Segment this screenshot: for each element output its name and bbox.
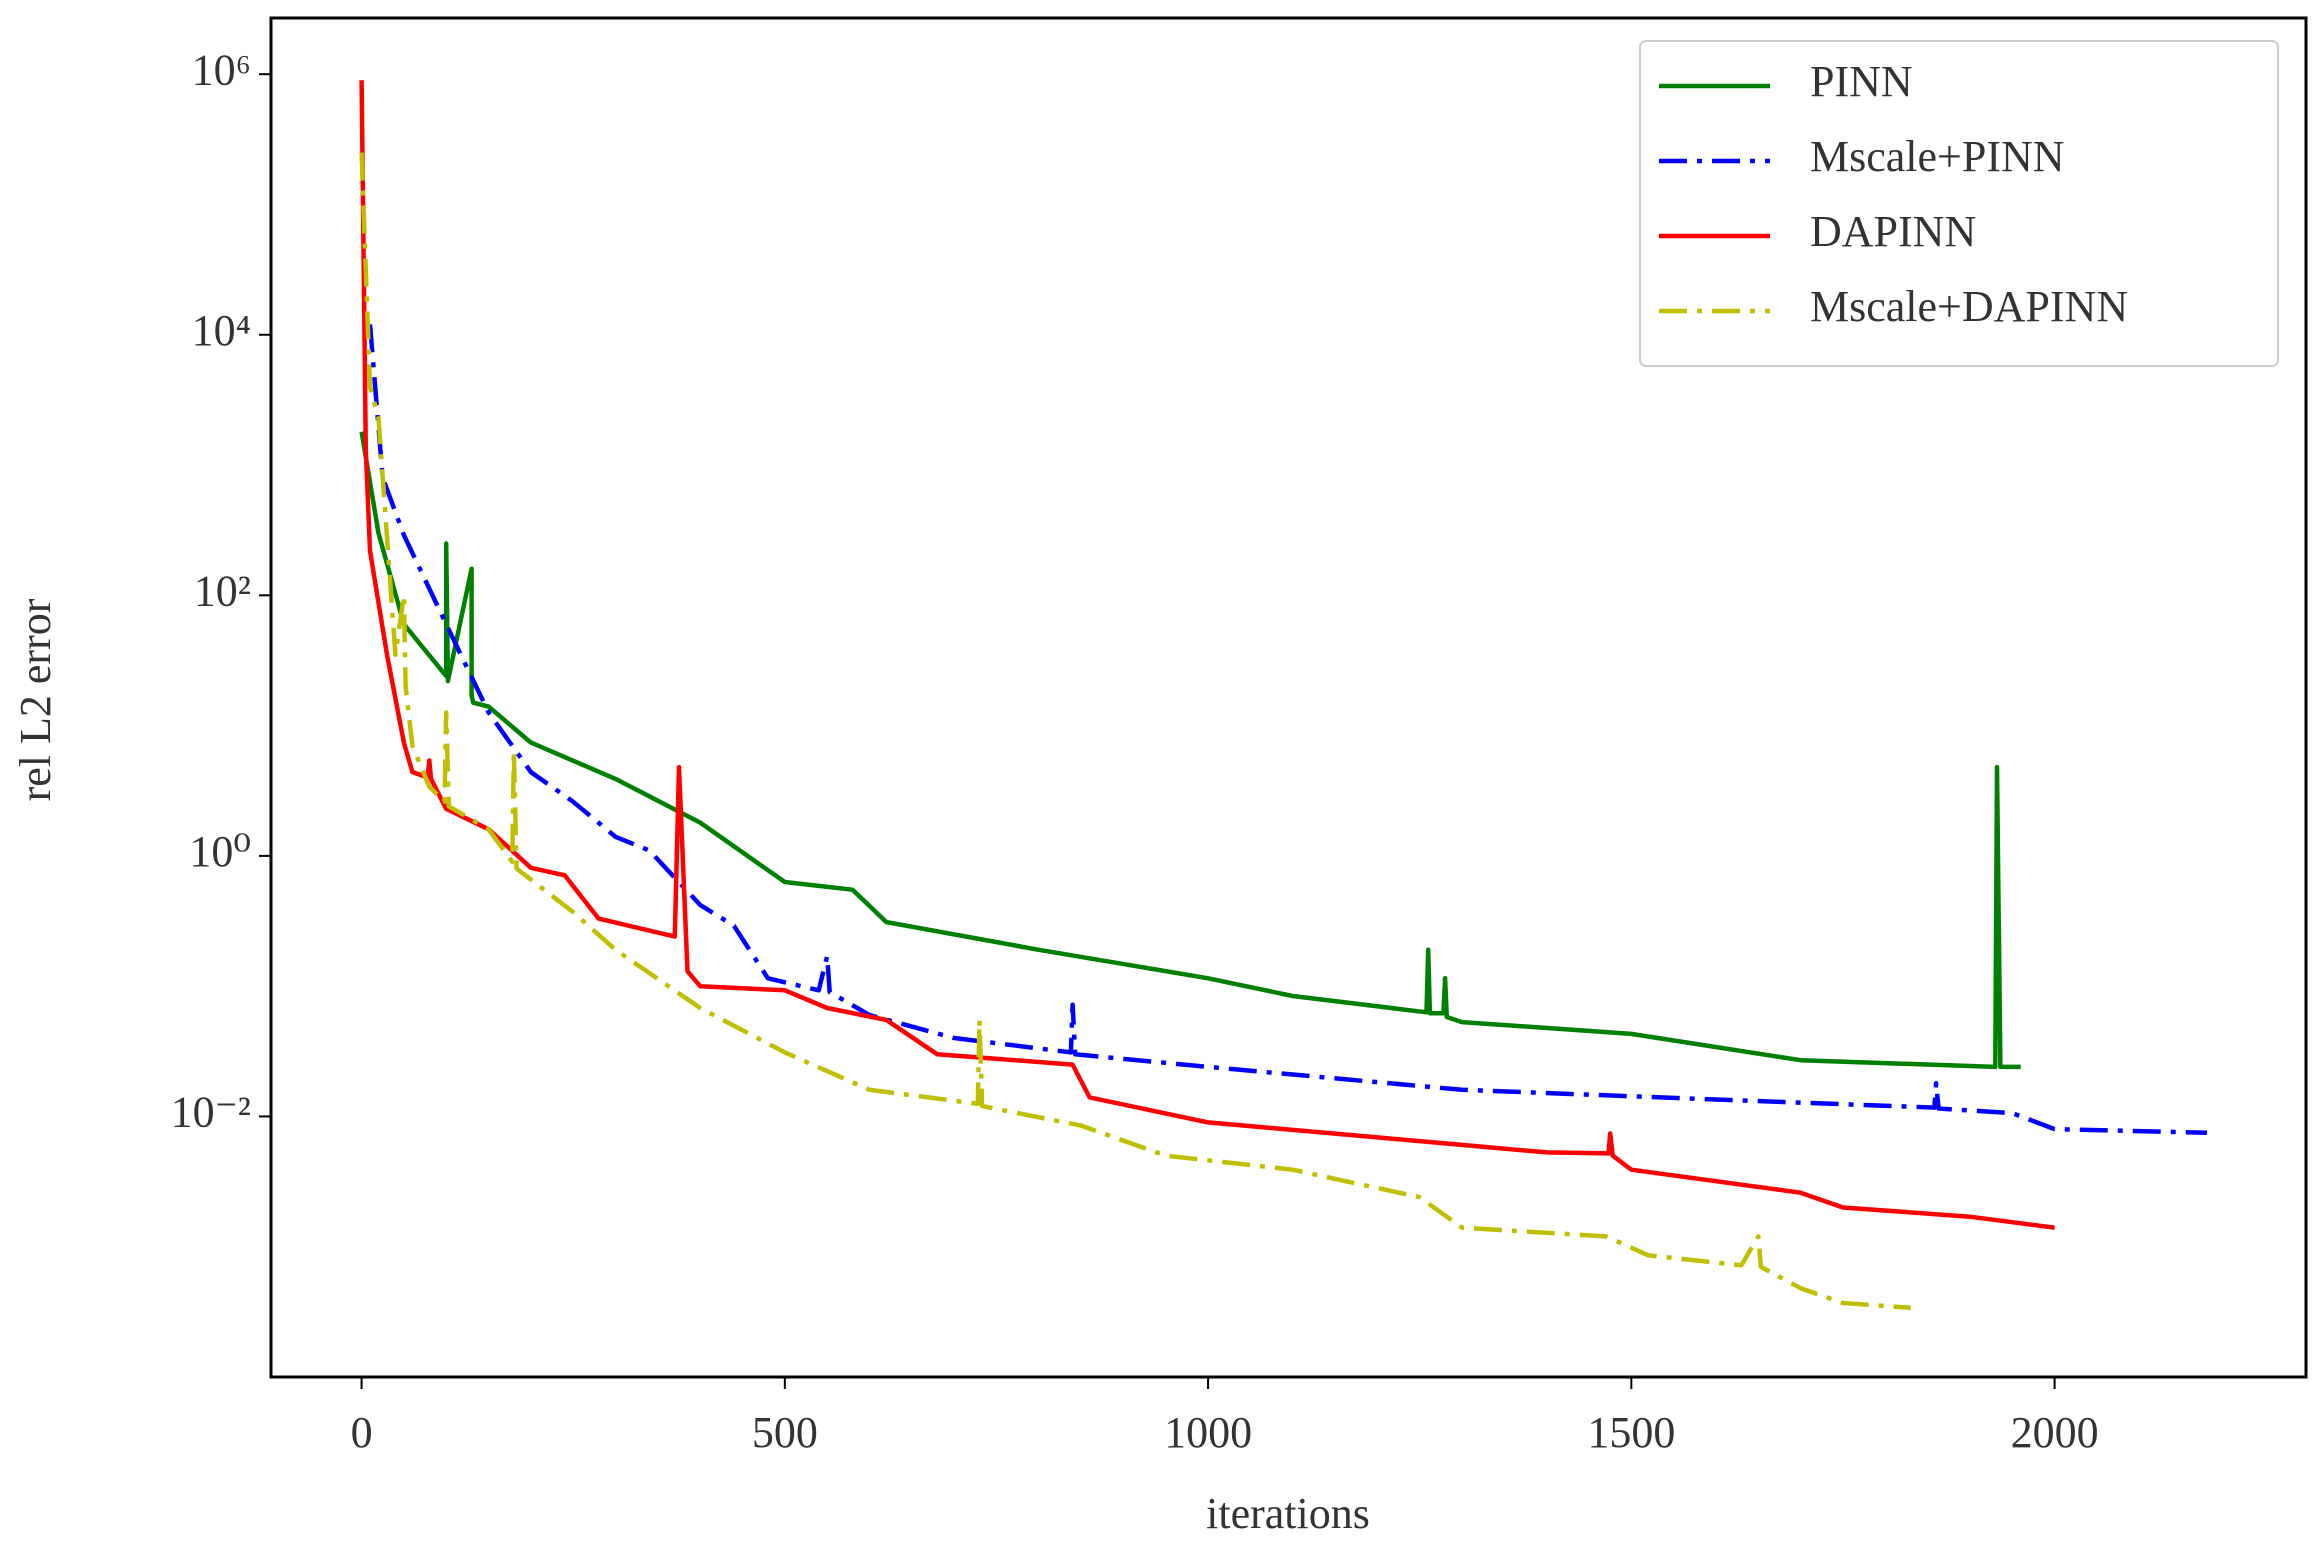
series-line [359,431,2021,1070]
y-axis-label: rel L2 error [11,598,60,801]
y-tick-label: 10⁴ [192,306,251,355]
x-tick-label: 1500 [1587,1408,1675,1457]
legend-box [1639,40,2279,367]
legend-label: DAPINN [1810,207,1976,256]
series-line [367,324,2208,1135]
x-tick-label: 1000 [1164,1408,1252,1457]
x-axis-label: iterations [1206,1489,1370,1538]
y-tick-label: 10⁰ [189,827,251,876]
y-tick-label: 10² [194,566,251,615]
y-tick-label: 10⁻² [171,1088,251,1137]
legend-label: Mscale+PINN [1810,132,2065,181]
x-tick-label: 500 [752,1408,818,1457]
legend-label: Mscale+DAPINN [1810,282,2128,331]
y-tick-label: 10⁶ [192,45,251,94]
legend-label: PINN [1810,57,1913,106]
x-tick-label: 0 [351,1408,373,1457]
series-line [359,152,1911,1311]
plot-frame [269,16,2308,1379]
x-tick-label: 2000 [2011,1408,2099,1457]
